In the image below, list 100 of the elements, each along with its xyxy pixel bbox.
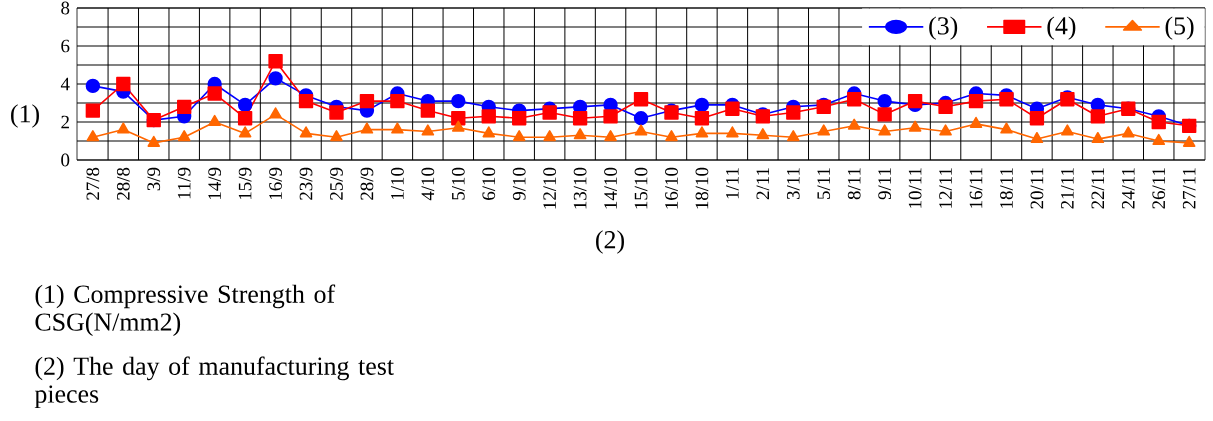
- x-tick-label: 3/9: [147, 167, 161, 191]
- x-tick-label: 28/8: [116, 167, 130, 200]
- point: [665, 130, 678, 142]
- point: [817, 124, 831, 136]
- x-tick-label: 18/11: [1000, 168, 1013, 208]
- point: [756, 128, 770, 140]
- point: [177, 130, 191, 142]
- point: [269, 107, 282, 119]
- text: (2) The day of manufacturing test pieces: [34, 356, 394, 409]
- x-tick-label: 12/11: [939, 168, 952, 208]
- point: [939, 124, 952, 136]
- point: [390, 93, 405, 109]
- x-tick-label: 25/9: [330, 167, 343, 200]
- y-tick-label: 8: [61, 1, 70, 15]
- point: [116, 76, 131, 92]
- x-tick-label: 21/11: [1061, 168, 1074, 209]
- point: [451, 120, 465, 132]
- point: [451, 111, 466, 126]
- point: [85, 78, 101, 94]
- x-tick-label: 26/11: [1152, 168, 1166, 209]
- point: [604, 130, 617, 142]
- point: [878, 124, 891, 136]
- x-tick-label: 6/10: [482, 167, 496, 200]
- point: [969, 116, 983, 128]
- point: [1182, 135, 1196, 147]
- x-tick-label: 16/10: [665, 167, 678, 209]
- point: [1029, 111, 1045, 126]
- point: [451, 93, 466, 109]
- x-tick-label: 22/11: [1091, 168, 1105, 209]
- x-tick-label: 1/11: [726, 168, 739, 199]
- point: [572, 111, 588, 126]
- point: [237, 97, 253, 113]
- x-tick-label: 8/11: [847, 168, 861, 200]
- x-tick-label: 15/10: [634, 167, 648, 209]
- point: [542, 105, 557, 120]
- x-tick-label: 28/9: [360, 167, 374, 200]
- x-tick-label: 13/10: [573, 167, 587, 209]
- x-tick-label: 23/9: [299, 167, 313, 200]
- point: [208, 114, 221, 126]
- point: [877, 107, 892, 122]
- legend-label: (4): [1047, 16, 1076, 40]
- legend-label: (3): [929, 16, 958, 40]
- x-tick-label: 27/8: [86, 167, 100, 200]
- point: [633, 92, 649, 107]
- x-tick-label: 14/10: [604, 167, 617, 209]
- point: [268, 54, 283, 69]
- point: [907, 93, 923, 109]
- point: [634, 124, 648, 136]
- point: [1000, 122, 1013, 134]
- point: [877, 93, 892, 109]
- point: [1030, 131, 1044, 144]
- point: [512, 111, 527, 126]
- point: [908, 120, 922, 132]
- point: [573, 128, 587, 140]
- y-tick-label: 0: [61, 153, 70, 167]
- point: [207, 86, 222, 101]
- point: [177, 99, 192, 114]
- point: [968, 93, 984, 109]
- x-tick-label: 11/9: [177, 167, 191, 199]
- point: [86, 130, 100, 142]
- point: [116, 122, 130, 134]
- point: [391, 122, 404, 134]
- x-tick-label: 5/10: [451, 167, 465, 200]
- x-tick-label: 24/11: [1121, 168, 1135, 209]
- point: [1091, 131, 1105, 144]
- point: [938, 99, 953, 114]
- x-tick-label: 14/9: [208, 167, 222, 200]
- point: [695, 126, 709, 138]
- point: [237, 111, 253, 126]
- x-tick-label: 4/10: [421, 167, 435, 201]
- x-tick-label: 16/9: [269, 167, 282, 200]
- point: [847, 118, 861, 130]
- point: [482, 126, 496, 138]
- point: [786, 130, 800, 142]
- point: [299, 126, 313, 138]
- x-tick-label: 1/10: [390, 167, 404, 200]
- x-tick-label: 27/11: [1182, 168, 1196, 209]
- point: [238, 126, 252, 138]
- point: [268, 71, 283, 86]
- point: [1152, 133, 1166, 145]
- point: [329, 105, 344, 120]
- point: [694, 97, 710, 113]
- point: [1061, 124, 1074, 136]
- point: [298, 93, 314, 109]
- point: [543, 130, 556, 142]
- x-tick-label: 5/11: [817, 168, 831, 199]
- y-tick-label: 6: [61, 39, 70, 53]
- point: [360, 122, 374, 134]
- point: [847, 92, 862, 107]
- x-tick-label: 3/11: [786, 168, 800, 200]
- x-tick-label: 20/11: [1030, 168, 1044, 209]
- x-tick-label: 9/10: [512, 167, 526, 201]
- point: [147, 135, 161, 147]
- point: [1090, 109, 1106, 124]
- x-tick-label: 15/9: [238, 167, 252, 200]
- point: [421, 124, 435, 136]
- x-tick-label: 9/11: [878, 168, 892, 200]
- y-tick-label: 4: [60, 77, 70, 91]
- point: [1151, 114, 1166, 130]
- point: [359, 93, 375, 109]
